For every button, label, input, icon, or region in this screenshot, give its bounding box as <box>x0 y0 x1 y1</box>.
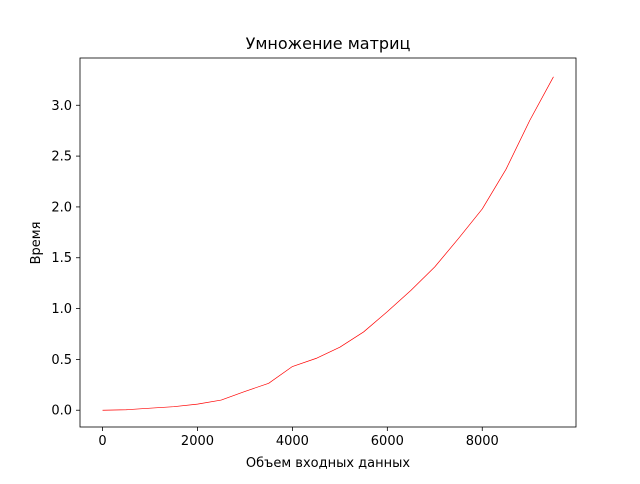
x-tick-label: 4000 <box>276 434 309 449</box>
y-tick-label: 0.0 <box>51 404 72 419</box>
y-tick-label: 0.5 <box>51 353 72 368</box>
y-tick-label: 1.0 <box>51 302 72 317</box>
x-axis-label: Объем входных данных <box>246 456 410 471</box>
plot-frame <box>79 57 577 428</box>
y-tick-label: 1.5 <box>51 251 72 266</box>
y-tick-label: 2.0 <box>51 200 72 215</box>
chart-title: Умножение матриц <box>246 34 411 53</box>
plot-area: 0 2000 4000 6000 8000 0.0 0.5 1.0 1.5 2.0 2.5 3.0 <box>51 57 577 449</box>
x-tick-label: 8000 <box>466 434 499 449</box>
x-tick-label: 6000 <box>371 434 404 449</box>
y-tick-label: 3.0 <box>51 99 72 114</box>
y-axis-label: Время <box>29 222 44 265</box>
x-tick-label: 0 <box>98 434 106 449</box>
x-tick-label: 2000 <box>181 434 214 449</box>
series-line-0 <box>102 76 554 411</box>
y-tick-label: 2.5 <box>51 150 72 165</box>
